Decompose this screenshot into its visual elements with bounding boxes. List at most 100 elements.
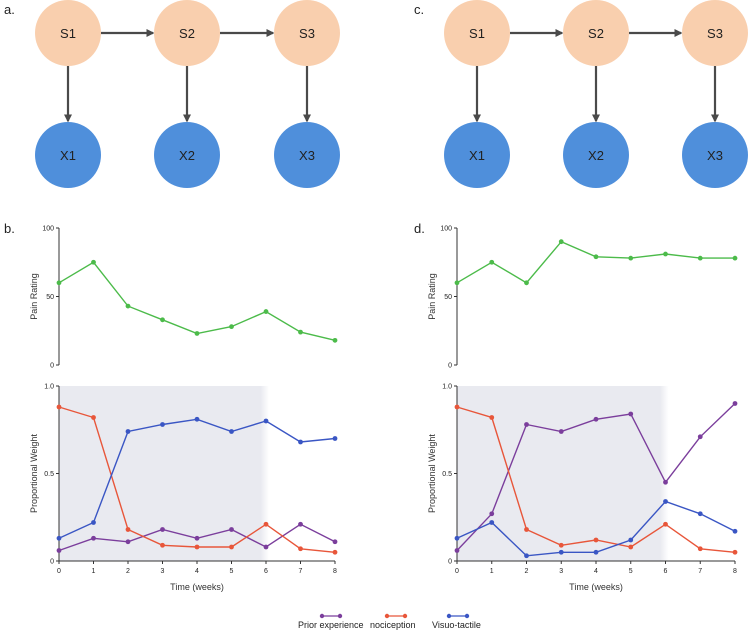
data-point xyxy=(298,329,303,335)
data-point xyxy=(558,542,564,548)
y-tick-label: 50 xyxy=(46,294,54,301)
y-axis-label: Pain Rating xyxy=(29,273,39,320)
data-point xyxy=(298,546,303,552)
y-axis-label: Pain Rating xyxy=(427,273,437,320)
data-point xyxy=(298,439,303,445)
y-tick-label: 0 xyxy=(50,559,54,566)
legend-label-prior: Prior experience xyxy=(298,620,364,630)
data-point xyxy=(125,303,131,309)
legend-dot-prior xyxy=(319,613,325,619)
x-tick-label: 8 xyxy=(733,568,737,575)
legend-item-prior: Prior experience xyxy=(298,613,364,630)
observation-node xyxy=(682,122,748,188)
x-axis-label: Time (weeks) xyxy=(170,582,224,592)
data-point xyxy=(56,280,62,286)
data-point xyxy=(229,527,234,532)
state-node-label: S3 xyxy=(299,26,315,41)
data-point xyxy=(489,259,495,265)
data-point xyxy=(160,527,165,532)
x-tick-label: 6 xyxy=(264,568,268,575)
x-tick-label: 1 xyxy=(490,568,494,575)
x-tick-label: 1 xyxy=(92,568,96,575)
data-point xyxy=(125,539,131,545)
data-point xyxy=(697,255,703,261)
state-node xyxy=(444,0,510,66)
weight-chart-d: 0 0.5 1.0 Proportional Weight 0 1 2 3 4 5 6 7 8 Time … xyxy=(427,384,738,592)
observation-node xyxy=(444,122,510,188)
data-point xyxy=(454,404,460,410)
series-line xyxy=(58,261,336,341)
state-node-label: S1 xyxy=(469,26,485,41)
y-tick-label: 100 xyxy=(42,226,54,233)
data-point xyxy=(628,255,634,261)
data-point xyxy=(332,436,338,441)
observation-node-label: X1 xyxy=(60,148,76,163)
state-node xyxy=(154,0,220,66)
legend-dot-visuo xyxy=(446,613,452,619)
weight-chart-b: 0 0.5 1.0 Proportional Weight 0 1 2 3 4 5 6 7 8 Time … xyxy=(29,384,338,592)
state-node xyxy=(274,0,340,66)
x-tick-label: 2 xyxy=(126,568,130,575)
data-point xyxy=(489,520,495,525)
data-point xyxy=(593,416,599,422)
data-point xyxy=(194,331,200,336)
data-point xyxy=(91,415,96,420)
x-tick-label: 7 xyxy=(299,568,303,575)
data-point xyxy=(663,479,668,485)
data-point xyxy=(524,422,529,427)
observation-node-label: X3 xyxy=(299,148,315,163)
data-point xyxy=(732,528,738,534)
data-point xyxy=(732,401,738,406)
data-point xyxy=(558,239,564,245)
y-tick-label: 0.5 xyxy=(442,471,452,478)
data-point xyxy=(732,255,738,261)
observation-node-label: X3 xyxy=(707,148,723,163)
data-point xyxy=(298,521,303,527)
data-point xyxy=(628,411,634,417)
x-tick-label: 6 xyxy=(664,568,668,575)
legend-dot-visuo xyxy=(464,613,470,619)
data-point xyxy=(263,309,269,314)
data-point xyxy=(628,537,634,543)
legend-dot-nociception xyxy=(402,613,408,619)
data-point xyxy=(160,317,165,323)
state-node xyxy=(35,0,101,66)
data-point xyxy=(263,521,269,527)
x-tick-label: 5 xyxy=(230,568,234,575)
pain-rating-chart-d: 0 50 100 Pain Rating xyxy=(427,226,738,370)
observation-node xyxy=(35,122,101,188)
x-tick-label: 0 xyxy=(455,568,459,575)
data-point xyxy=(732,549,738,555)
data-point xyxy=(332,549,338,555)
legend-dot-prior xyxy=(337,613,343,619)
data-point xyxy=(194,416,200,422)
panel-label-d: d. xyxy=(414,221,425,236)
state-node-label: S1 xyxy=(60,26,76,41)
shaded-region xyxy=(457,386,669,561)
observation-node xyxy=(154,122,220,188)
observation-node-label: X2 xyxy=(179,148,195,163)
y-tick-label: 0 xyxy=(448,363,452,370)
y-tick-label: 0 xyxy=(448,559,452,566)
legend-dot-nociception xyxy=(384,613,390,619)
data-point xyxy=(558,549,564,555)
state-node xyxy=(563,0,629,66)
panel-label-c: c. xyxy=(414,2,424,17)
data-point xyxy=(332,539,338,545)
data-point xyxy=(56,404,62,410)
data-point xyxy=(524,553,529,559)
observation-node xyxy=(274,122,340,188)
shaded-region xyxy=(59,386,269,561)
data-point xyxy=(663,251,668,257)
state-node-label: S2 xyxy=(588,26,604,41)
data-point xyxy=(524,527,529,532)
x-axis-label: Time (weeks) xyxy=(569,582,623,592)
data-point xyxy=(263,544,269,550)
series-line xyxy=(456,240,735,284)
data-point xyxy=(697,434,703,440)
data-point xyxy=(56,548,62,553)
hmm-diagram-c: S1 S2 S3 X1 X2 X3 xyxy=(444,0,748,188)
state-node-label: S3 xyxy=(707,26,723,41)
observation-node xyxy=(563,122,629,188)
